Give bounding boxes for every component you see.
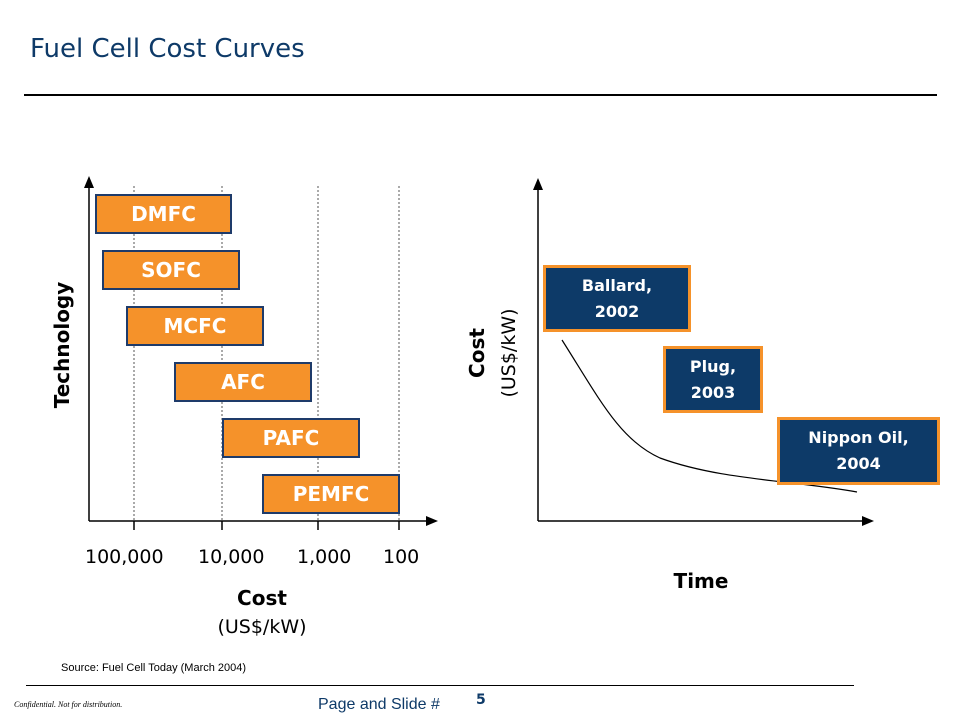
tick-label-100: 100 (383, 546, 420, 568)
tick-label-10000: 10,000 (198, 546, 265, 568)
company-ballard-name: Ballard, (581, 275, 653, 295)
time-axis-label: Time (673, 569, 729, 593)
tech-box-sofc: SOFC (102, 250, 240, 290)
left-x-arrow (426, 516, 438, 526)
left-cost-axis-label: Cost (237, 586, 287, 610)
company-plug-name: Plug, (689, 356, 737, 376)
company-nippon-name: Nippon Oil, (808, 428, 909, 447)
technology-axis-label: Technology (50, 281, 74, 409)
company-nippon-year: 2004 (836, 454, 881, 473)
company-box-ballard: Ballard, 2002 (543, 265, 691, 332)
company-box-nippon-oil: Nippon Oil, 2004 (777, 417, 940, 485)
left-cost-axis-unit: (US$/kW) (217, 616, 307, 638)
footer-divider (26, 685, 854, 686)
right-cost-axis-unit: (US$/kW) (498, 308, 520, 398)
tech-box-mcfc: MCFC (126, 306, 264, 346)
title-divider (24, 94, 937, 96)
tech-box-dmfc: DMFC (95, 194, 232, 234)
tech-box-afc: AFC (174, 362, 312, 402)
source-note: Source: Fuel Cell Today (March 2004) (61, 662, 247, 674)
tick-label-1000: 1,000 (297, 546, 352, 568)
page-title: Fuel Cell Cost Curves (30, 34, 305, 64)
confidential-note: Confidential. Not for distribution. (14, 700, 123, 709)
company-box-plug: Plug, 2003 (663, 346, 763, 413)
right-cost-axis-label: Cost (465, 328, 489, 378)
left-y-arrow (84, 176, 94, 188)
tech-box-pemfc: PEMFC (262, 474, 400, 514)
company-plug-year: 2003 (690, 382, 736, 402)
company-ballard-year: 2002 (594, 301, 640, 321)
right-y-arrow (533, 178, 543, 190)
page-label: Page and Slide # (318, 696, 440, 713)
page-number: 5 (476, 692, 486, 708)
right-x-arrow (862, 516, 874, 526)
tech-box-pafc: PAFC (222, 418, 360, 458)
tick-label-100000: 100,000 (85, 546, 164, 568)
